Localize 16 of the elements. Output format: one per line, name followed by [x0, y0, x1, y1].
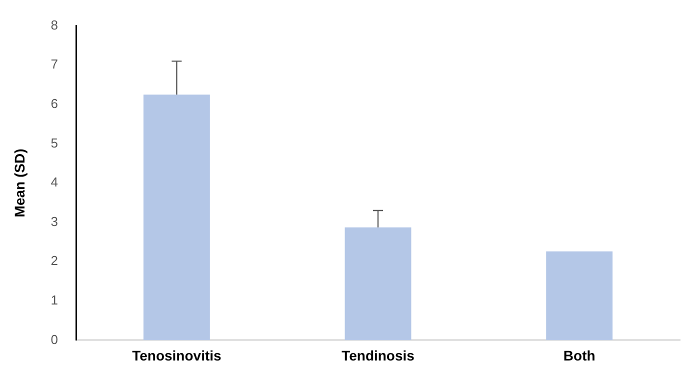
bar [344, 227, 412, 340]
x-tick-label: Tenosinovitis [132, 347, 222, 364]
y-tick-label: 7 [50, 56, 58, 72]
y-tick-label: 2 [50, 253, 58, 268]
x-tick-label: Tendinosis [342, 347, 415, 364]
bar [143, 94, 210, 340]
y-tick-label: 0 [50, 332, 58, 347]
bar [546, 251, 613, 340]
x-tick-label: Both [563, 347, 596, 364]
y-tick-label: 3 [50, 214, 58, 229]
y-tick-label: 4 [50, 174, 58, 190]
y-tick-label: 5 [50, 135, 58, 150]
y-tick-label: 1 [50, 292, 58, 308]
y-axis-title: Mean (SD) [11, 148, 28, 218]
y-tick-label: 8 [50, 17, 58, 32]
y-tick-label: 6 [50, 96, 58, 111]
